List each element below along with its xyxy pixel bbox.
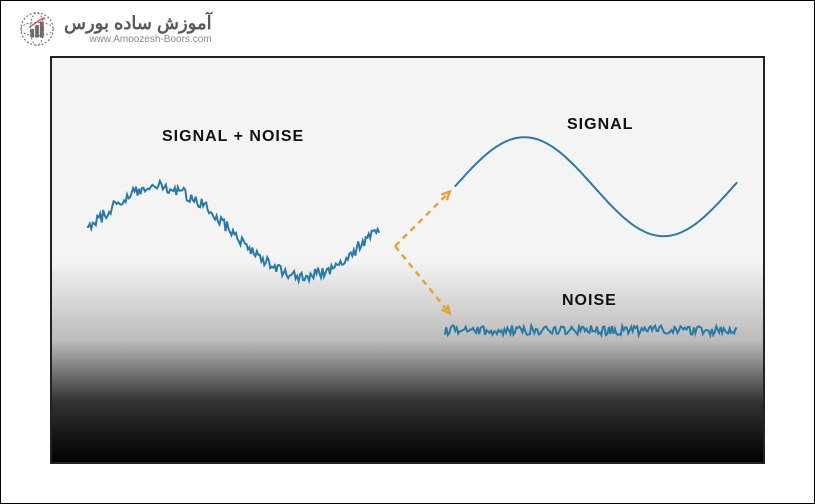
logo: آموزش ساده بورس www.Amoozesh-Boors.com xyxy=(18,10,212,48)
logo-url: www.Amoozesh-Boors.com xyxy=(64,34,212,45)
globe-chart-icon xyxy=(18,10,56,48)
signal-noise-diagram xyxy=(52,58,763,462)
label-signal-noise: SIGNAL + NOISE xyxy=(162,128,304,146)
logo-text: آموزش ساده بورس www.Amoozesh-Boors.com xyxy=(64,13,212,45)
label-signal: SIGNAL xyxy=(567,116,633,134)
logo-title: آموزش ساده بورس xyxy=(64,13,212,34)
diagram-frame: SIGNAL + NOISE SIGNAL NOISE xyxy=(50,56,765,464)
label-noise: NOISE xyxy=(562,292,617,310)
